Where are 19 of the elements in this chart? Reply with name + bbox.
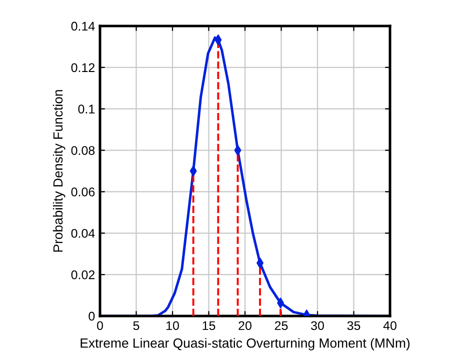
x-tick-label: 40: [383, 321, 396, 330]
x-axis-title: Extreme Linear Quasi-static Overturning Moment (MNm): [80, 338, 410, 350]
x-tick-label: 25: [274, 321, 288, 330]
y-tick-label: 0.04: [71, 228, 95, 238]
y-tick-label: 0.02: [71, 270, 95, 280]
y-axis-title: Probability Density Function: [52, 90, 66, 252]
y-tick-label: 0.14: [71, 22, 95, 31]
x-tick-label: 20: [238, 321, 252, 330]
x-tick-label: 15: [202, 321, 216, 330]
x-tick-label: 0: [97, 321, 103, 330]
y-tick-label: 0.12: [71, 63, 95, 72]
y-tick-label: 0.08: [71, 146, 95, 155]
y-tick-label: 0.06: [71, 188, 95, 196]
y-tick-label: 0: [88, 312, 95, 321]
x-tick-label: 30: [311, 321, 324, 330]
x-tick-label: 5: [133, 321, 140, 330]
y-tick-label: 0.1: [78, 104, 95, 114]
x-tick-label: 10: [166, 321, 179, 330]
x-tick-label: 35: [347, 321, 360, 330]
